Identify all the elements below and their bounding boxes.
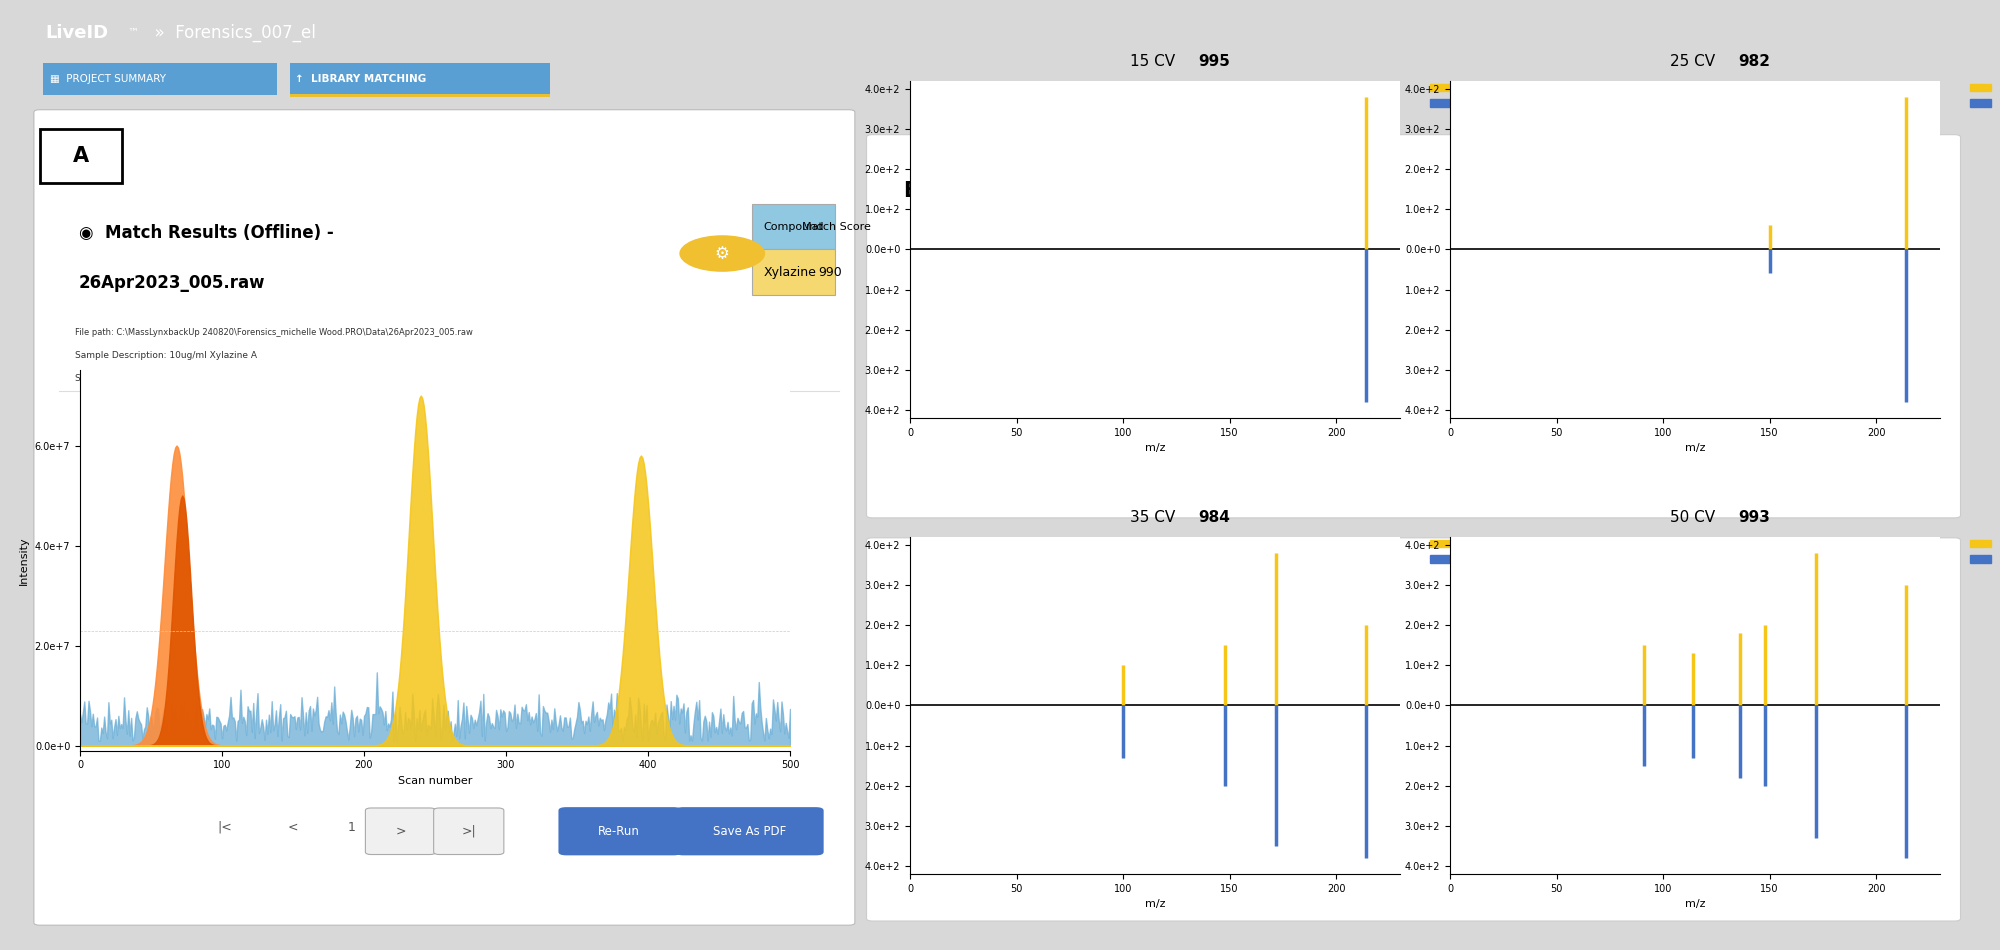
- FancyBboxPatch shape: [866, 135, 1960, 518]
- FancyBboxPatch shape: [34, 110, 854, 925]
- Text: Xylazine: Xylazine: [764, 266, 816, 279]
- Text: Compound: Compound: [764, 221, 824, 232]
- Bar: [290, 94, 550, 97]
- FancyBboxPatch shape: [434, 808, 504, 855]
- Text: 984: 984: [1198, 510, 1230, 525]
- Text: <: <: [288, 821, 298, 833]
- Text: ↑  LIBRARY MATCHING: ↑ LIBRARY MATCHING: [296, 74, 426, 85]
- Text: 35 CV: 35 CV: [1130, 510, 1180, 525]
- X-axis label: Scan number: Scan number: [398, 776, 472, 786]
- Text: 1: 1: [348, 821, 356, 833]
- Y-axis label: Intensity: Intensity: [20, 536, 30, 585]
- FancyBboxPatch shape: [676, 808, 824, 855]
- Text: 995: 995: [1198, 54, 1230, 69]
- Text: B: B: [904, 181, 920, 201]
- Text: A: A: [72, 146, 88, 166]
- Text: Sample Description: 10ug/ml Xylazine A: Sample Description: 10ug/ml Xylazine A: [74, 352, 256, 360]
- Text: |<: |<: [218, 821, 232, 833]
- Text: File path: C:\MassLynxbackUp 240820\Forensics_michelle Wood.PRO\Data\26Apr2023_0: File path: C:\MassLynxbackUp 240820\Fore…: [74, 328, 472, 337]
- Text: Match Score: Match Score: [802, 221, 872, 232]
- Bar: [40, 129, 122, 182]
- Text: 990: 990: [818, 266, 842, 279]
- Text: Session Polarity: Positive: Session Polarity: Positive: [74, 373, 186, 383]
- Text: ▦  PROJECT SUMMARY: ▦ PROJECT SUMMARY: [50, 74, 166, 85]
- Text: ⚙: ⚙: [714, 244, 730, 262]
- Text: >: >: [396, 825, 406, 838]
- Text: Re-Run: Re-Run: [598, 825, 640, 838]
- X-axis label: m/z: m/z: [1144, 444, 1166, 453]
- Legend: Sample, Library: Sample, Library: [1966, 535, 2000, 569]
- X-axis label: m/z: m/z: [1684, 900, 1706, 909]
- Text: LiveID: LiveID: [46, 24, 108, 42]
- Legend: Sample, Library: Sample, Library: [1966, 79, 2000, 113]
- Text: 50 CV: 50 CV: [1670, 510, 1720, 525]
- Legend: Sample, Library: Sample, Library: [1426, 535, 1502, 569]
- Circle shape: [680, 236, 766, 272]
- Bar: [290, 63, 550, 96]
- Legend: Sample, Library: Sample, Library: [1426, 79, 1502, 113]
- X-axis label: m/z: m/z: [1144, 900, 1166, 909]
- X-axis label: m/z: m/z: [1684, 444, 1706, 453]
- Text: 25 CV: 25 CV: [1670, 54, 1720, 69]
- Text: Save As PDF: Save As PDF: [712, 825, 786, 838]
- FancyBboxPatch shape: [366, 808, 436, 855]
- FancyBboxPatch shape: [558, 808, 682, 855]
- Text: 993: 993: [1738, 510, 1770, 525]
- Text: >|: >|: [462, 825, 476, 838]
- Text: »  Forensics_007_el: » Forensics_007_el: [144, 24, 316, 42]
- Bar: [44, 63, 276, 96]
- Text: 982: 982: [1738, 54, 1770, 69]
- Text: 26Apr2023_005.raw: 26Apr2023_005.raw: [78, 274, 266, 292]
- FancyBboxPatch shape: [866, 538, 1960, 922]
- Bar: [872, 162, 950, 220]
- Bar: [752, 203, 836, 250]
- Text: ™: ™: [128, 28, 138, 38]
- Text: ◉  Match Results (Offline) -: ◉ Match Results (Offline) -: [78, 224, 334, 241]
- Bar: [752, 250, 836, 295]
- Text: 15 CV: 15 CV: [1130, 54, 1180, 69]
